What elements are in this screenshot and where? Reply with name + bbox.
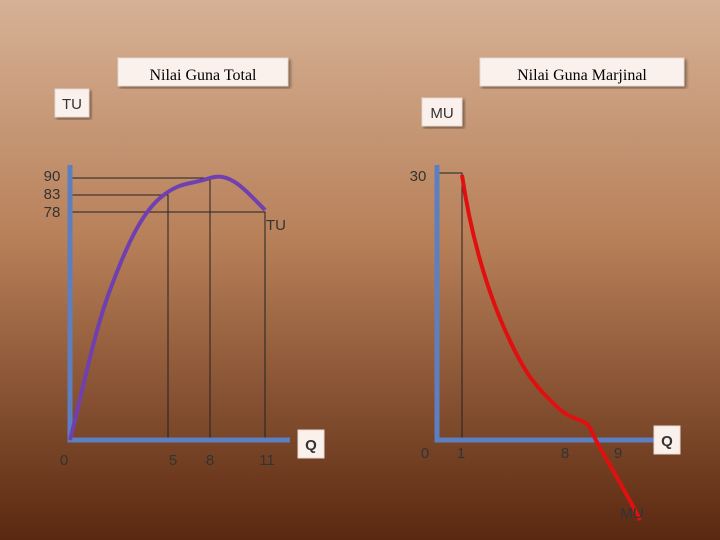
q-box — [653, 425, 681, 455]
title: Nilai Guna Total — [149, 67, 257, 84]
title-box — [117, 57, 289, 87]
x-label: 5 — [169, 452, 177, 469]
y-label: 90 — [44, 168, 61, 185]
x-label: 8 — [561, 445, 569, 462]
x-label: 8 — [206, 452, 214, 469]
curve-label: MU — [620, 505, 643, 522]
curve-label: TU — [266, 217, 286, 234]
q-box — [297, 429, 325, 459]
x-axis-label: Q — [661, 433, 673, 450]
title-box — [479, 57, 685, 87]
axes — [434, 165, 660, 443]
title: Nilai Guna Marjinal — [517, 67, 647, 84]
y-label: 83 — [44, 186, 61, 203]
mu-curve — [460, 174, 642, 521]
x-label: 0 — [60, 452, 68, 469]
x-label: 11 — [259, 452, 275, 469]
x-label: 9 — [614, 445, 622, 462]
x-axis-label: Q — [305, 437, 317, 454]
y-label: 78 — [44, 204, 61, 221]
y-label: 30 — [410, 168, 427, 185]
guide-lines — [437, 172, 463, 440]
tu-curve — [68, 174, 267, 441]
axis-label: MU — [430, 105, 453, 122]
axis-label-box — [421, 97, 463, 127]
axis-label: TU — [62, 96, 82, 113]
axis-label-box — [54, 88, 90, 118]
x-label: 1 — [457, 445, 465, 462]
x-label: 0 — [421, 445, 429, 462]
